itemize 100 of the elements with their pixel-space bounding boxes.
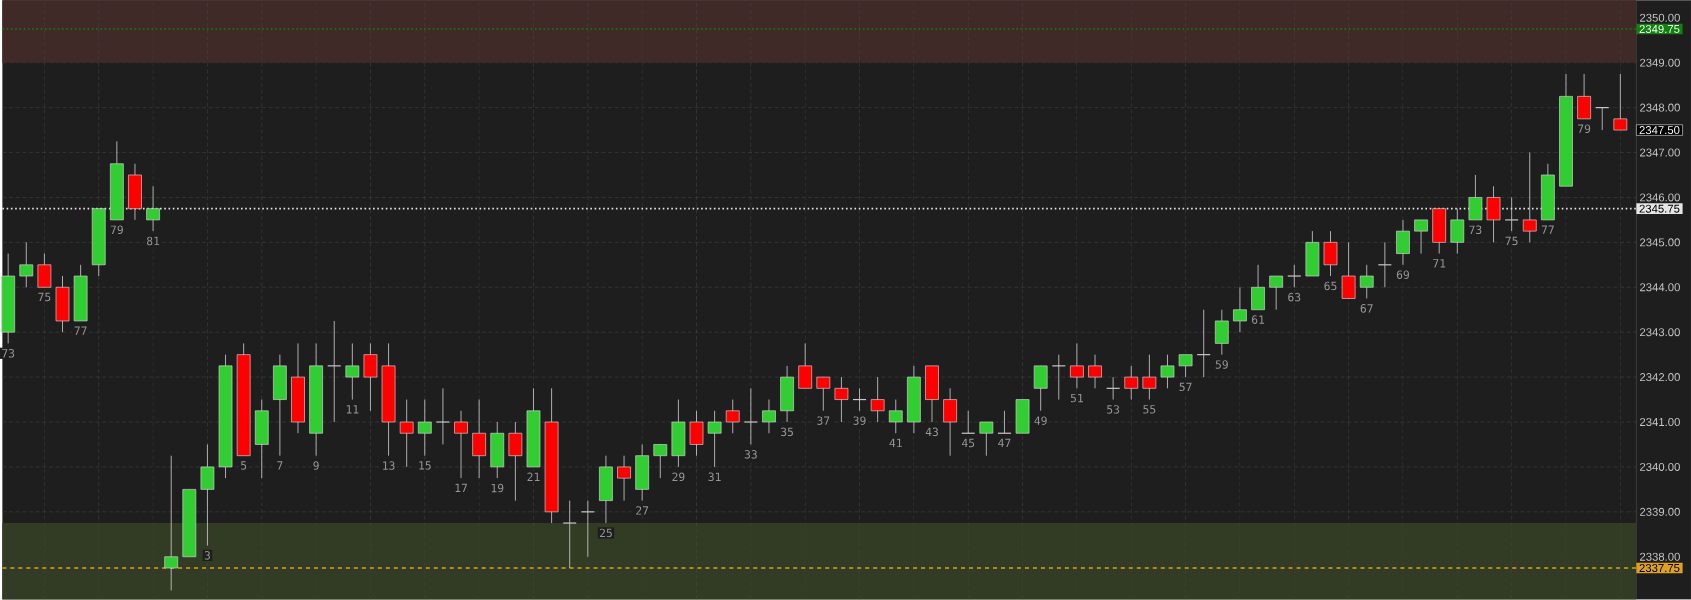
x-tick-label: 45 [961, 438, 975, 448]
x-tick-label: 9 [313, 461, 319, 471]
ref-line-label: 2337.75 [1639, 564, 1680, 573]
candlestick [1088, 354, 1102, 389]
candlestick [1522, 152, 1537, 243]
candlestick [19, 242, 34, 288]
x-tick-label: 65 [1324, 281, 1337, 291]
x-tick-label: 55 [1143, 405, 1156, 414]
x-tick-label: 37 [817, 416, 830, 426]
x-tick-label: 75 [1505, 236, 1518, 246]
x-tick-label: 53 [1107, 405, 1120, 414]
candlestick [1359, 264, 1374, 300]
x-tick-label: 51 [1070, 394, 1083, 403]
candlestick [617, 455, 631, 502]
candlestick [164, 455, 179, 591]
candlestick [1486, 185, 1501, 243]
candlestick [1414, 219, 1428, 255]
candlestick [1613, 73, 1628, 131]
x-tick-label: 77 [1541, 225, 1554, 234]
candlestick [1178, 354, 1193, 378]
x-tick-label: 81 [147, 236, 160, 246]
x-tick-label: 47 [998, 438, 1011, 448]
candlestick [1160, 354, 1175, 389]
candlestick [1450, 208, 1465, 255]
y-tick-label: 2345.00 [1640, 238, 1680, 247]
x-tick-label: 63 [1288, 293, 1301, 302]
y-tick-label: 2342.00 [1640, 373, 1680, 382]
candlestick [1323, 230, 1338, 277]
candlestick [1033, 365, 1048, 412]
candlestick [888, 399, 903, 434]
x-tick-label: 17 [455, 483, 467, 493]
ref-line-label: 2345.75 [1639, 204, 1680, 213]
text: 2347.50 [1639, 126, 1680, 135]
x-tick-label: 57 [1179, 382, 1192, 392]
x-tick-label: 41 [889, 438, 902, 448]
x-tick-label: 49 [1034, 416, 1047, 426]
candlestick [363, 343, 378, 412]
x-tick-label: 59 [1215, 360, 1228, 369]
candlestick [399, 399, 414, 468]
x-tick-label: 29 [672, 472, 685, 482]
candlestick [146, 185, 160, 232]
x-tick-label: 33 [744, 450, 757, 459]
x-tick-label: 43 [925, 427, 938, 437]
candlestick [1251, 264, 1265, 311]
candlestick [435, 388, 451, 446]
candlestick [345, 343, 360, 401]
y-tick-label: 2340.00 [1640, 463, 1680, 472]
x-tick-label: 11 [346, 405, 359, 414]
x-tick-label: 35 [781, 427, 793, 437]
candlestick [1051, 354, 1066, 401]
candlestick [689, 410, 704, 457]
candlestick [653, 444, 668, 479]
candlestick [816, 376, 831, 412]
x-tick-label: 67 [1360, 304, 1373, 313]
x-tick-label: 19 [491, 483, 504, 493]
x-tick-label: 79 [1578, 124, 1591, 134]
x-tick-label: 61 [1251, 315, 1265, 325]
y-tick-label: 2344.00 [1640, 283, 1680, 292]
x-tick-label: 5 [241, 461, 247, 470]
candlestick [472, 399, 486, 479]
candlestick [200, 444, 215, 547]
y-tick-label: 2338.00 [1640, 552, 1680, 561]
candlestick [1396, 219, 1410, 266]
x-tick-label: 13 [383, 461, 395, 471]
candlestick [1287, 264, 1302, 288]
candlestick [762, 399, 776, 434]
candlestick [870, 376, 885, 423]
y-tick-label: 2341.00 [1640, 418, 1680, 427]
candlestick [979, 421, 994, 457]
x-tick-label: 25 [599, 528, 612, 538]
candlestick [1269, 275, 1284, 311]
x-tick-label: 3 [204, 551, 210, 560]
candlestick [1468, 174, 1483, 221]
candlestick [508, 421, 523, 502]
candlestick [1577, 73, 1591, 120]
candlestick [743, 388, 758, 446]
x-tick-label: 39 [853, 416, 866, 426]
candlestick [1070, 343, 1084, 389]
x-tick-label: 21 [527, 472, 540, 482]
x-tick-label: 73 [1469, 225, 1482, 235]
x-tick-label: 73 [2, 349, 15, 358]
candlestick [37, 253, 52, 288]
candlestick [798, 343, 813, 389]
x-tick-label: 71 [1433, 259, 1446, 268]
y-tick-label: 2343.00 [1640, 328, 1680, 337]
x-tick-label: 7 [277, 461, 283, 470]
x-tick-label: 15 [419, 461, 431, 470]
x-tick-label: 69 [1396, 270, 1410, 280]
candlestick [327, 320, 342, 423]
candlestick [417, 399, 432, 457]
y-tick-label: 2348.00 [1640, 103, 1680, 112]
y-tick-label: 2339.00 [1640, 508, 1680, 516]
y-tick-label: 2346.00 [1640, 193, 1680, 202]
x-tick-label: 77 [74, 326, 87, 335]
candlestick [1142, 354, 1157, 401]
candlestick [834, 376, 849, 423]
x-tick-label: 79 [110, 225, 123, 235]
y-tick-label: 2350.00 [1640, 13, 1680, 22]
candlestick [1341, 242, 1356, 300]
x-tick-label: 75 [38, 293, 51, 302]
